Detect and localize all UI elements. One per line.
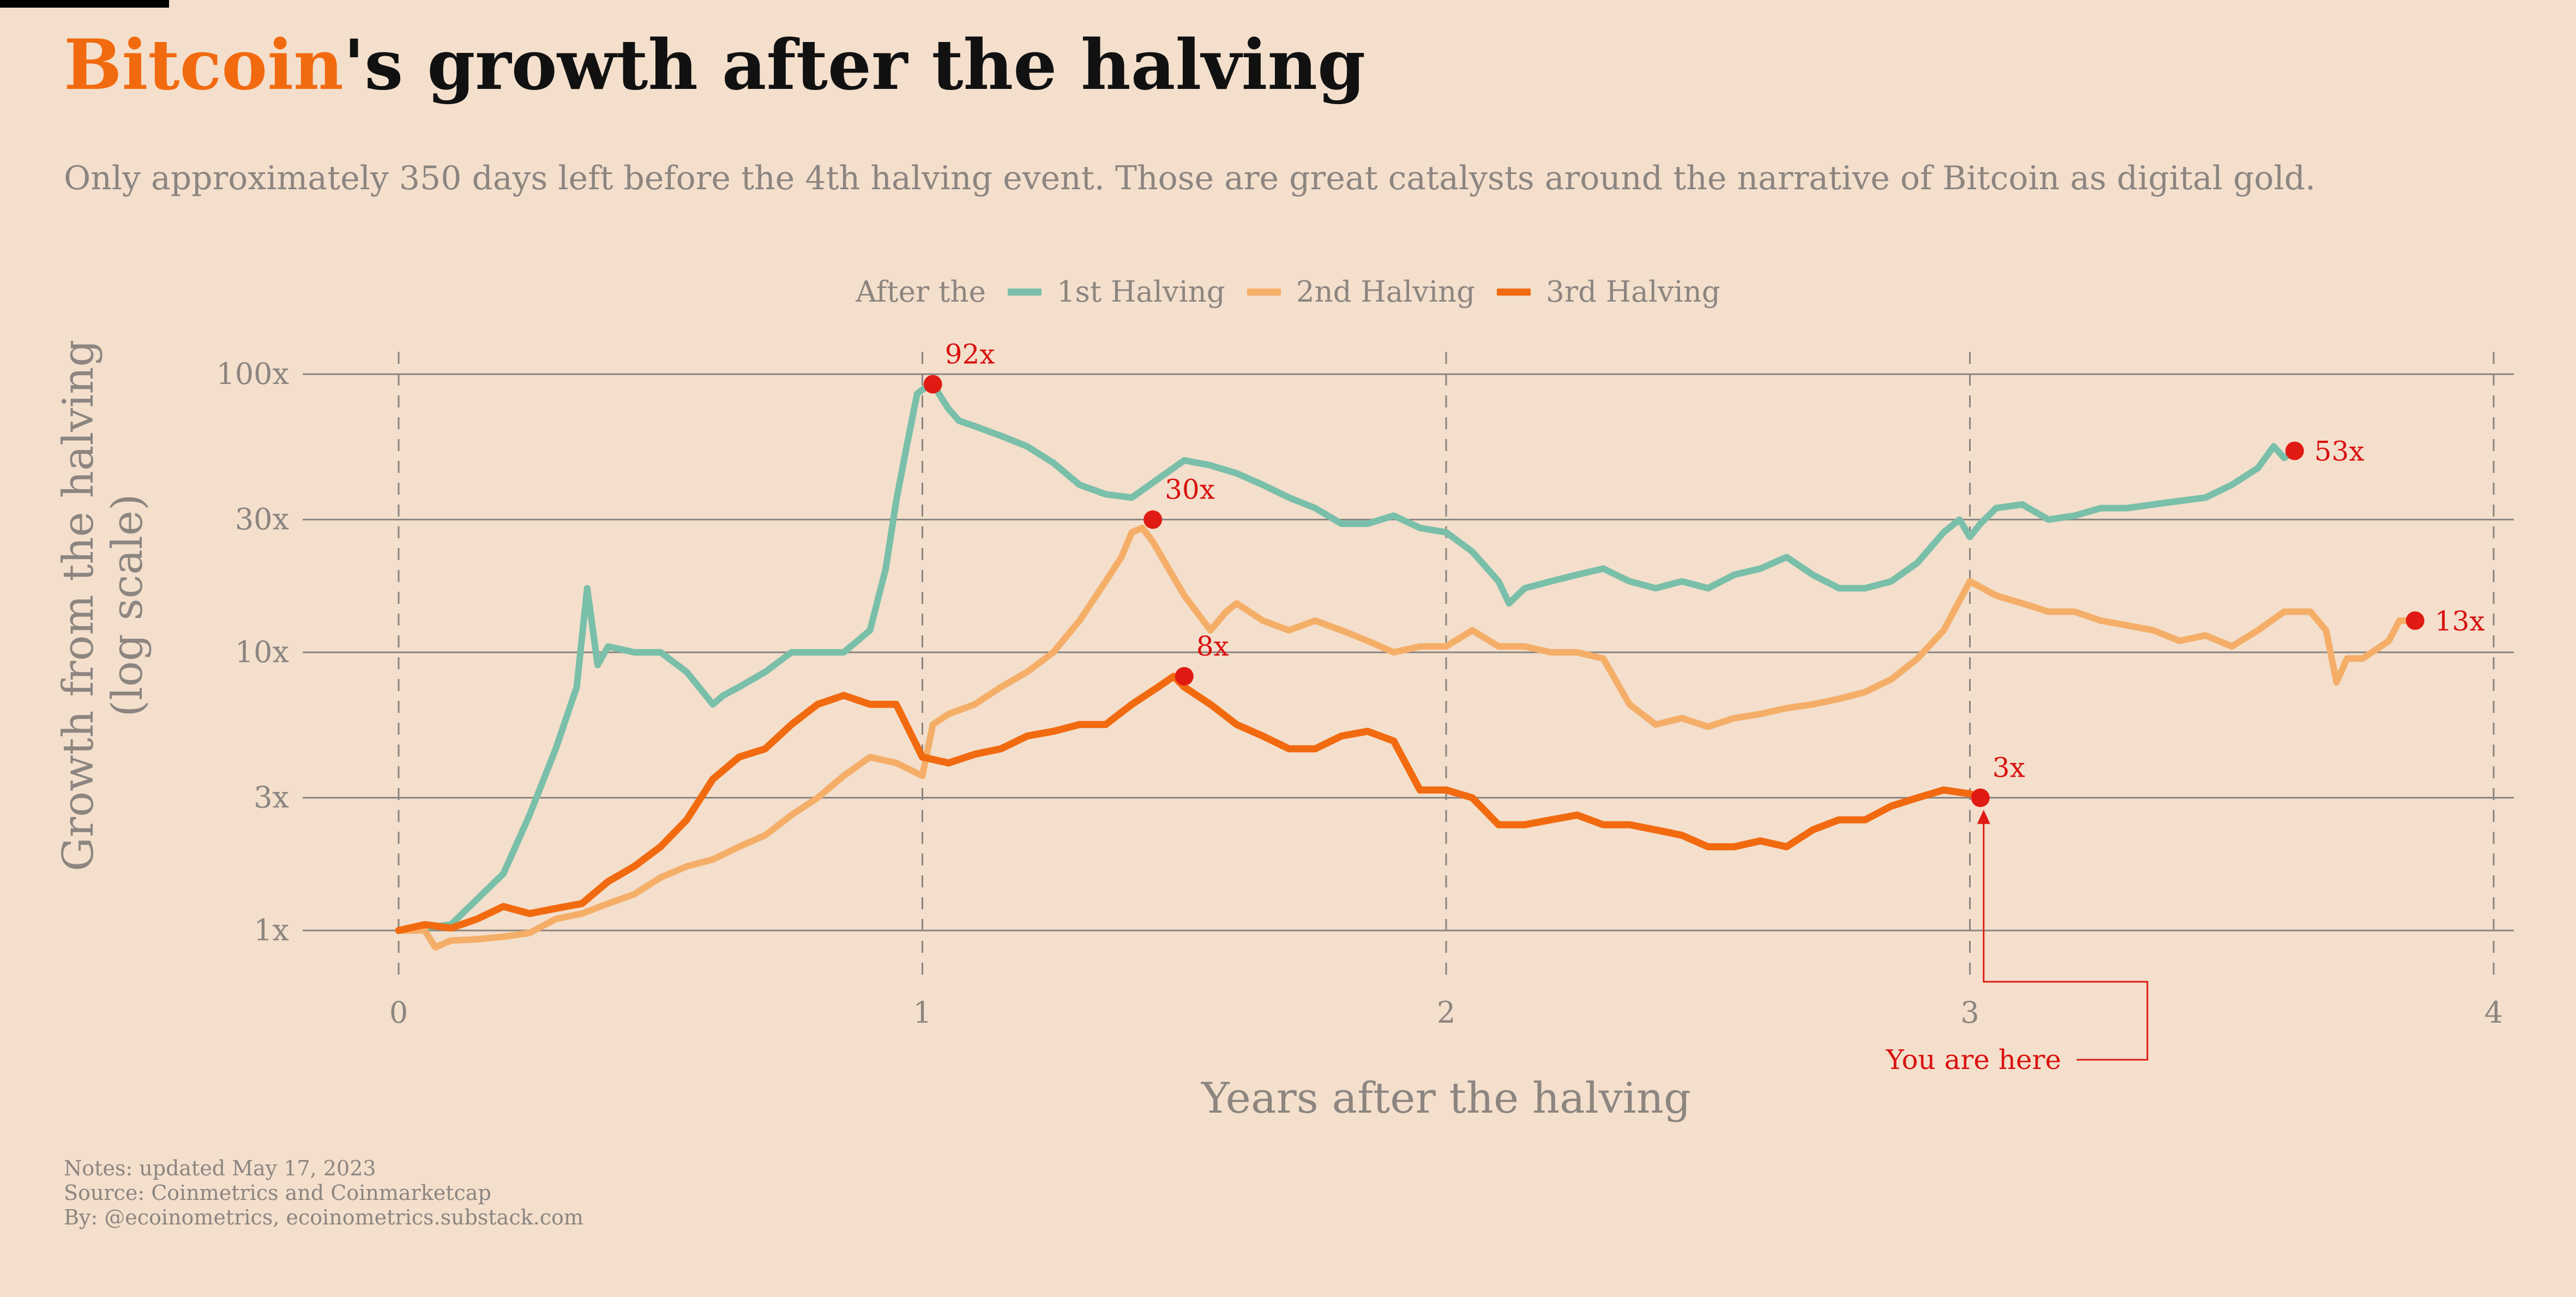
y-tick-label-1x: 1x <box>254 913 289 947</box>
notes-line-source: Source: Coinmetrics and Coinmarketcap <box>64 1181 491 1205</box>
legend-item-3rd-halving: 3rd Halving <box>1497 275 1720 309</box>
top-accent-bar <box>0 0 169 8</box>
series-line-1st-halving <box>395 381 2298 934</box>
legend-label-2nd-halving: 2nd Halving <box>1296 275 1476 309</box>
peak-label-92x: 92x <box>945 338 995 370</box>
legend-item-1st-halving: 1st Halving <box>1007 275 1225 309</box>
legend-swatch-3rd-halving <box>1497 289 1531 296</box>
y-tick-label-100x: 100x <box>216 357 289 391</box>
y-tick-label-3x: 3x <box>254 780 289 815</box>
annotation-you-are-here: You are here <box>1886 1044 2061 1076</box>
legend: After the 1st Halving 2nd Halving 3rd Ha… <box>0 275 2576 309</box>
peak-marker-92x <box>923 375 942 394</box>
peak-marker-30x <box>1143 510 1163 529</box>
peak-label-13x: 13x <box>2435 605 2485 637</box>
legend-swatch-2nd-halving <box>1247 289 1281 296</box>
peak-label-3x: 3x <box>1993 752 2025 784</box>
peak-marker-8x <box>1175 666 1194 686</box>
series-line-2nd-halving <box>395 524 2418 951</box>
y-axis-title-line-2: (log scale) <box>103 494 152 717</box>
legend-item-2nd-halving: 2nd Halving <box>1247 275 1475 309</box>
title-rest: 's growth after the halving <box>343 25 1366 105</box>
legend-label-3rd-halving: 3rd Halving <box>1546 275 1720 309</box>
annotation-arrowhead <box>1977 809 1990 824</box>
notes-line-byline: By: @ecoinometrics, ecoinometrics.substa… <box>64 1205 583 1229</box>
notes-line-updated: Notes: updated May 17, 2023 <box>64 1156 376 1180</box>
peak-marker-13x <box>2405 611 2424 630</box>
x-tick-label-4: 4 <box>2484 995 2503 1030</box>
annotation-leader-line <box>1983 814 2148 1061</box>
x-tick-label-0: 0 <box>389 995 408 1030</box>
legend-label-1st-halving: 1st Halving <box>1056 275 1225 309</box>
peak-marker-3x <box>1971 788 1990 807</box>
y-tick-label-10x: 10x <box>235 635 289 669</box>
x-tick-label-1: 1 <box>913 995 931 1030</box>
chart-subtitle: Only approximately 350 days left before … <box>64 159 2316 197</box>
x-tick-label-2: 2 <box>1437 995 1455 1030</box>
notes: Notes: updated May 17, 2023 Source: Coin… <box>64 1156 583 1230</box>
chart-title: Bitcoin's growth after the halving <box>64 19 1365 111</box>
y-tick-label-30x: 30x <box>235 502 289 537</box>
peak-label-53x: 53x <box>2314 436 2364 467</box>
legend-swatch-1st-halving <box>1007 289 1042 296</box>
peak-marker-53x <box>2285 441 2304 460</box>
peak-label-30x: 30x <box>1165 474 1215 506</box>
peak-label-8x: 8x <box>1196 631 1229 662</box>
y-axis-title-line-1: Growth from the halving <box>54 340 103 872</box>
legend-prefix: After the <box>856 275 986 309</box>
y-axis-title: Growth from the halving(log scale) <box>54 340 152 872</box>
series-line-3rd-halving <box>395 672 1984 934</box>
x-tick-label-3: 3 <box>1960 995 1979 1030</box>
x-axis-title: Years after the halving <box>1201 1074 1691 1123</box>
title-accent: Bitcoin <box>64 25 344 105</box>
